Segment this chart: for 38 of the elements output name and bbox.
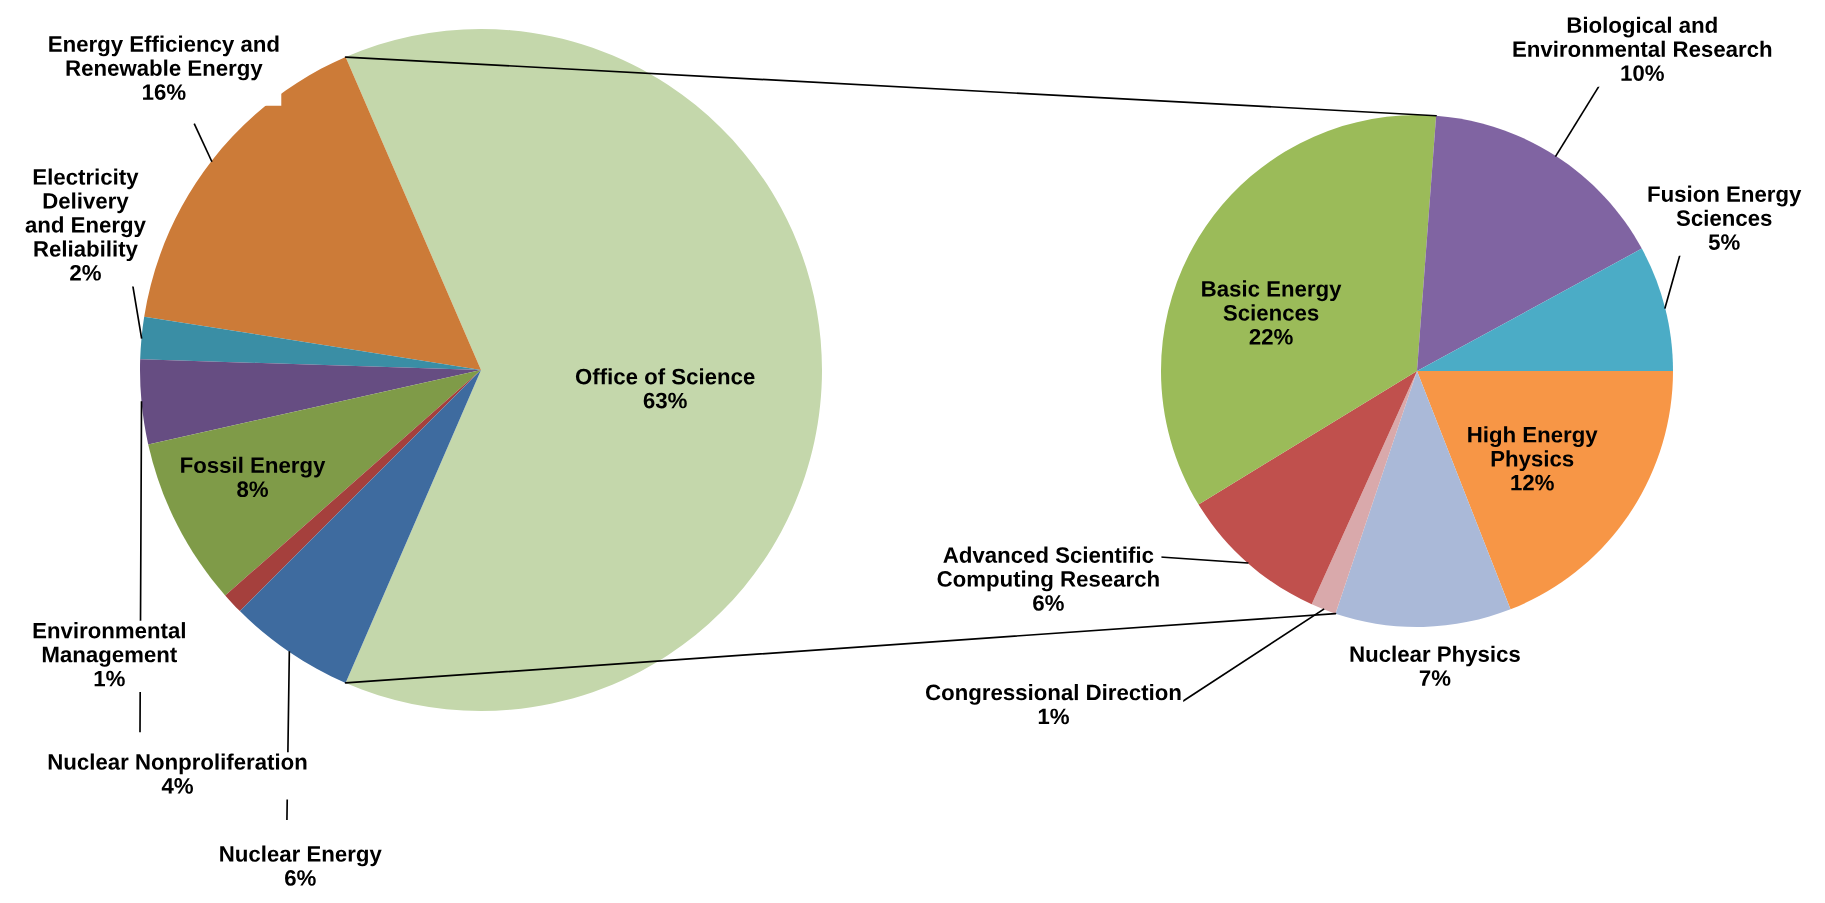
slice-label: Nuclear Energy xyxy=(220,845,382,867)
pie-slice xyxy=(1417,371,1673,610)
data-label: 63% xyxy=(643,392,687,409)
slice-label: Environmental Management xyxy=(33,622,185,667)
data-label: 8% xyxy=(237,481,268,498)
slice-label: Congressional Direction xyxy=(925,683,1181,705)
data-label: 22% xyxy=(1249,328,1293,345)
data-label: 2% xyxy=(70,264,101,281)
pie-slice xyxy=(1161,115,1437,505)
slice-label: Nuclear Nonproliferation xyxy=(48,753,307,775)
data-label: 1% xyxy=(94,670,125,687)
pie-slice xyxy=(140,359,481,445)
slice-label: High Energy Physics xyxy=(1468,426,1598,472)
slice-label: Energy Efficiency and Renewable Energy xyxy=(49,35,279,81)
slice-label: Nuclear Physics xyxy=(1350,645,1520,667)
slice-label: Advanced Scientific Computing Research xyxy=(937,546,1159,592)
slice-label: Fossil Energy xyxy=(181,456,326,478)
pie-slice xyxy=(1417,115,1642,371)
slice-label: Basic Energy Sciences xyxy=(1202,280,1342,321)
data-label: 4% xyxy=(161,778,193,794)
pie-slice xyxy=(1198,371,1417,605)
data-label: 12% xyxy=(1511,474,1554,491)
pie-slice xyxy=(1311,371,1417,614)
data-label: 6% xyxy=(1033,595,1064,611)
pie-slice xyxy=(1417,248,1673,371)
data-label: 7% xyxy=(1419,670,1451,686)
data-label: 6% xyxy=(285,870,316,886)
pie-slice xyxy=(345,29,822,711)
pie-slice xyxy=(140,316,481,370)
data-label: 1% xyxy=(1038,708,1069,725)
slice-label: Office of Science xyxy=(575,368,755,385)
pie-slice xyxy=(148,370,481,596)
slice-label: Fusion Energy Sciences xyxy=(1648,185,1802,226)
data-label: 16% xyxy=(143,84,186,100)
data-label: 10% xyxy=(1621,65,1664,81)
slice-label: Biological and Environmental Research xyxy=(1513,16,1772,58)
slice-label: Electricity Delivery and Energy Reliability xyxy=(25,168,146,262)
data-label: 5% xyxy=(1708,234,1740,250)
